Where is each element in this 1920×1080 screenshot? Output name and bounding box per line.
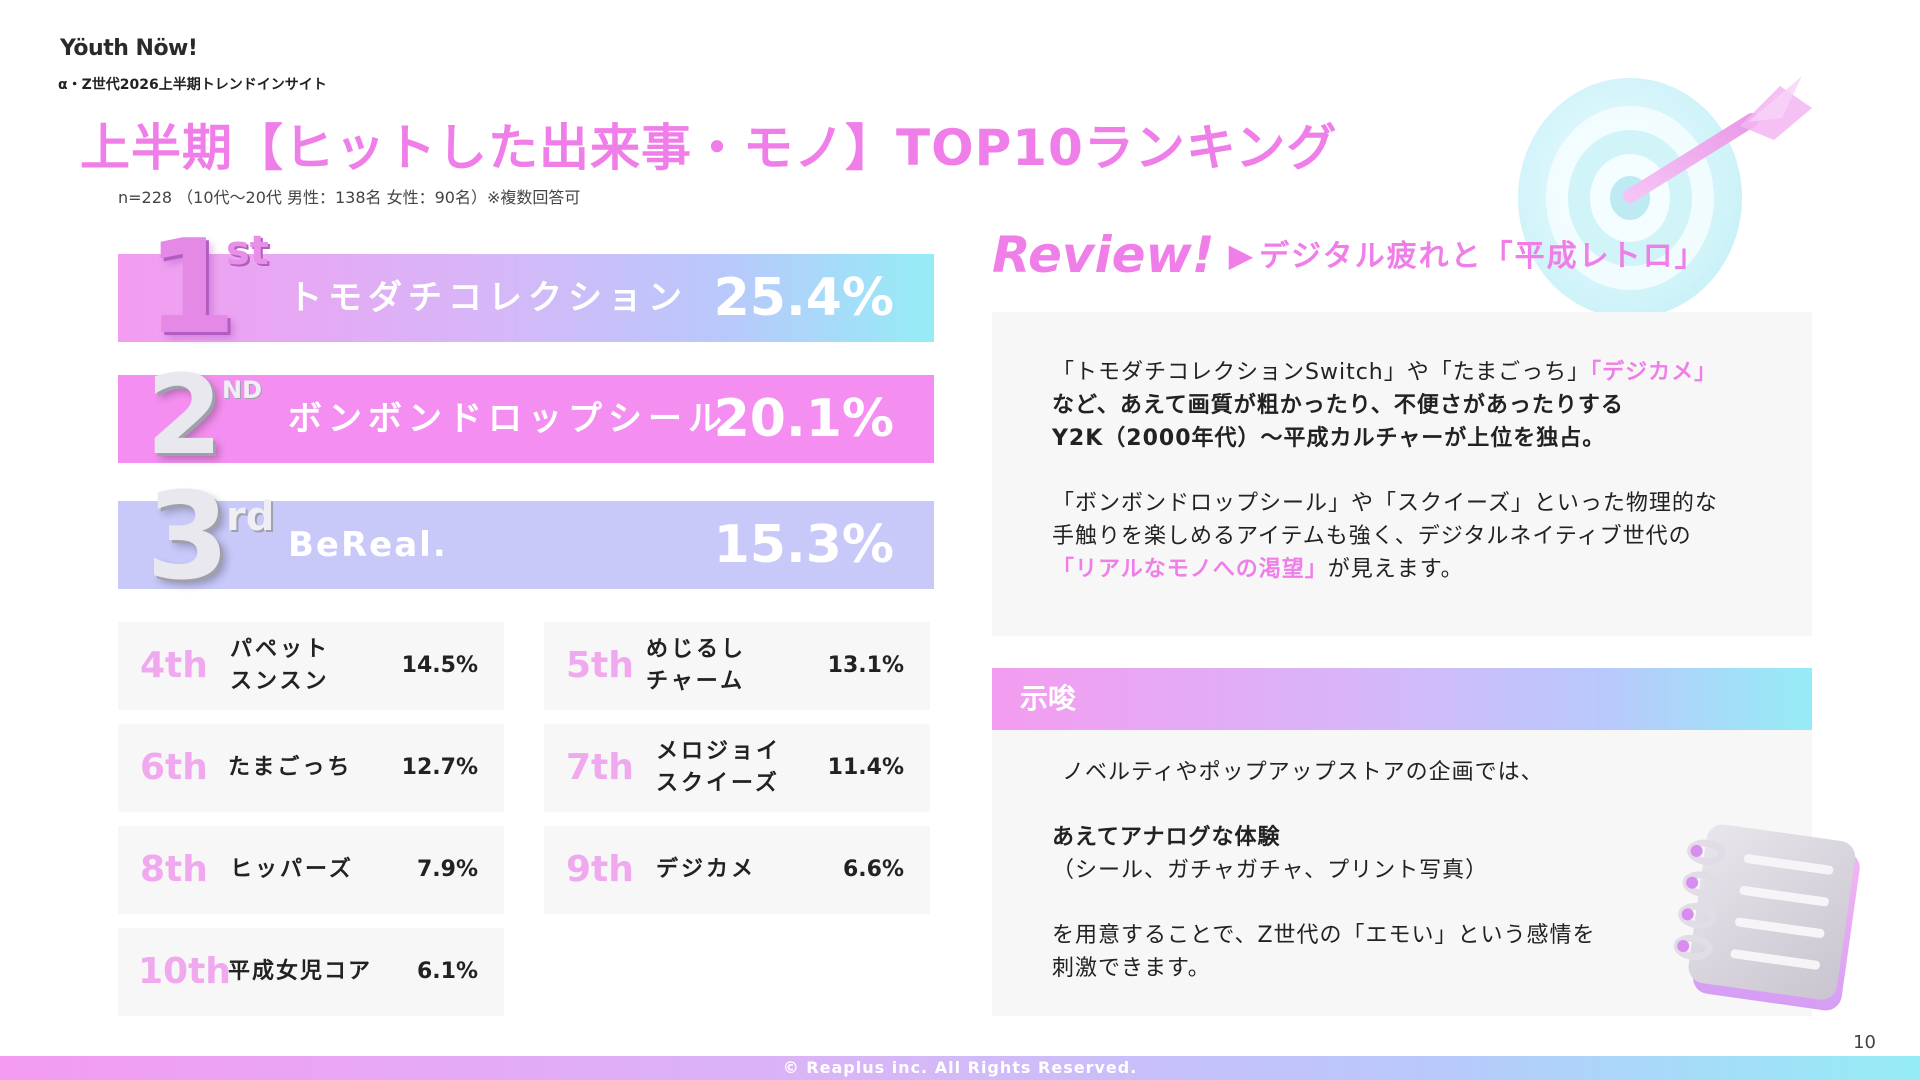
review-text: 「ボンボンドロップシール」や「スクイーズ」といった物理的な xyxy=(1052,491,1718,516)
rank-1-number: 1 xyxy=(146,211,237,363)
rank-1-medal: 1 st xyxy=(146,222,269,352)
rank-card-10: 10th 平成女児コア 6.1% xyxy=(118,928,504,1016)
rank-item-percent: 13.1% xyxy=(827,653,904,678)
rank-3-medal: 3 rd xyxy=(146,478,274,598)
rank-3-number: 3 xyxy=(146,468,230,607)
rank-card-9: 9th デジカメ 6.6% xyxy=(544,826,930,914)
rank-item-percent: 7.9% xyxy=(416,857,478,882)
rank-label: 10th xyxy=(138,951,231,992)
implication-text: ノベルティやポップアップストアの企画では、 xyxy=(1062,760,1544,785)
rank-2-medal: 2 ND xyxy=(146,360,262,470)
rank-label: 8th xyxy=(140,849,208,890)
rank-card-7: 7th メロジョイ スクイーズ 11.4% xyxy=(544,724,930,812)
implication-text: を用意することで、Z世代の「エモい」という感情を xyxy=(1052,923,1596,948)
implication-text: 刺激できます。 xyxy=(1052,956,1211,981)
rank-item-percent: 6.1% xyxy=(416,959,478,984)
review-highlight: 「リアルなモノへの渇望」 xyxy=(1052,557,1328,582)
report-subtitle: α・Z世代2026上半期トレンドインサイト xyxy=(58,77,327,93)
rank-3-percent: 15.3% xyxy=(713,515,894,575)
rank-item-name: パペット スンスン xyxy=(230,637,331,694)
implication-heading: 示唆 xyxy=(992,668,1812,730)
page-number: 10 xyxy=(1853,1032,1876,1053)
review-heading: Review! ▶ デジタル疲れと「平成レトロ」 xyxy=(992,226,1707,284)
rank-2-suffix: ND xyxy=(222,376,263,404)
play-arrow-icon: ▶ xyxy=(1228,236,1254,274)
rank-card-8: 8th ヒッパーズ 7.9% xyxy=(118,826,504,914)
rank-bar-3: BeReal. 15.3% xyxy=(118,501,934,589)
rank-label: 5th xyxy=(566,645,634,686)
review-highlight: 「デジカメ」 xyxy=(1590,360,1718,385)
rank-item-percent: 6.6% xyxy=(842,857,904,882)
review-box: 「トモダチコレクションSwitch」や「たまごっち」「デジカメ」 など、あえて画… xyxy=(992,312,1812,636)
rank-label: 7th xyxy=(566,747,634,788)
implication-text: （シール、ガチャガチャ、プリント写真） xyxy=(1052,858,1489,883)
rank-3-suffix: rd xyxy=(226,494,275,540)
rank-label: 4th xyxy=(140,645,208,686)
brand-logo: Yöuth Nöw! xyxy=(60,36,198,61)
rank-3-name: BeReal. xyxy=(288,525,448,565)
rank-2-name: ボンボンドロップシール xyxy=(288,399,728,439)
rank-label: 6th xyxy=(140,747,208,788)
review-highlight: など、あえて画質が粗かったり、不便さがあったりする xyxy=(1052,393,1624,418)
rank-2-percent: 20.1% xyxy=(713,389,894,449)
review-highlight: Y2K（2000年代）〜平成カルチャーが上位を独占。 xyxy=(1052,426,1606,451)
rank-item-name: たまごっち xyxy=(228,755,353,781)
rank-card-6: 6th たまごっち 12.7% xyxy=(118,724,504,812)
copyright-footer: © Reaplus inc. All Rights Reserved. xyxy=(0,1056,1920,1080)
review-title: デジタル疲れと「平成レトロ」 xyxy=(1259,239,1707,274)
review-line: 「リアルなモノへの渇望」が見えます。 xyxy=(1052,553,1812,586)
review-text: 手触りを楽しめるアイテムも強く、デジタルネイティブ世代の xyxy=(1052,524,1692,549)
rank-item-percent: 14.5% xyxy=(401,653,478,678)
rank-item-name: ヒッパーズ xyxy=(230,857,354,883)
rank-card-5: 5th めじるし チャーム 13.1% xyxy=(544,622,930,710)
rank-item-name: デジカメ xyxy=(656,857,757,883)
rank-1-suffix: st xyxy=(226,228,269,274)
rank-bar-1: トモダチコレクション 25.4% xyxy=(118,254,934,342)
rank-label: 9th xyxy=(566,849,634,890)
rank-item-name: 平成女児コア xyxy=(228,959,373,985)
rank-item-name: メロジョイ スクイーズ xyxy=(656,739,782,796)
review-line: 「トモダチコレクションSwitch」や「たまごっち」「デジカメ」 xyxy=(1052,356,1812,389)
notebook-icon xyxy=(1673,824,1860,1011)
page-title: 上半期【ヒットした出来事・モノ】TOP10ランキング xyxy=(80,119,1338,177)
implication-highlight: あえてアナログな体験 xyxy=(1052,825,1281,850)
dartboard-icon xyxy=(1518,76,1812,313)
sample-note: n=228 （10代〜20代 男性：138名 女性：90名）※複数回答可 xyxy=(118,188,581,207)
rank-2-number: 2 xyxy=(146,351,223,479)
rank-item-percent: 11.4% xyxy=(827,755,904,780)
review-label: Review! xyxy=(992,226,1215,284)
review-text: 「トモダチコレクションSwitch」や「たまごっち」 xyxy=(1052,360,1591,385)
rank-1-percent: 25.4% xyxy=(713,268,894,328)
implication-box: ノベルティやポップアップストアの企画では、 あえてアナログな体験 （シール、ガチ… xyxy=(992,730,1812,1016)
rank-item-percent: 12.7% xyxy=(401,755,478,780)
rank-bar-2: ボンボンドロップシール 20.1% xyxy=(118,375,934,463)
review-text: が見えます。 xyxy=(1327,557,1464,582)
rank-item-name: めじるし チャーム xyxy=(646,637,747,694)
rank-card-4: 4th パペット スンスン 14.5% xyxy=(118,622,504,710)
rank-1-name: トモダチコレクション xyxy=(288,278,688,318)
